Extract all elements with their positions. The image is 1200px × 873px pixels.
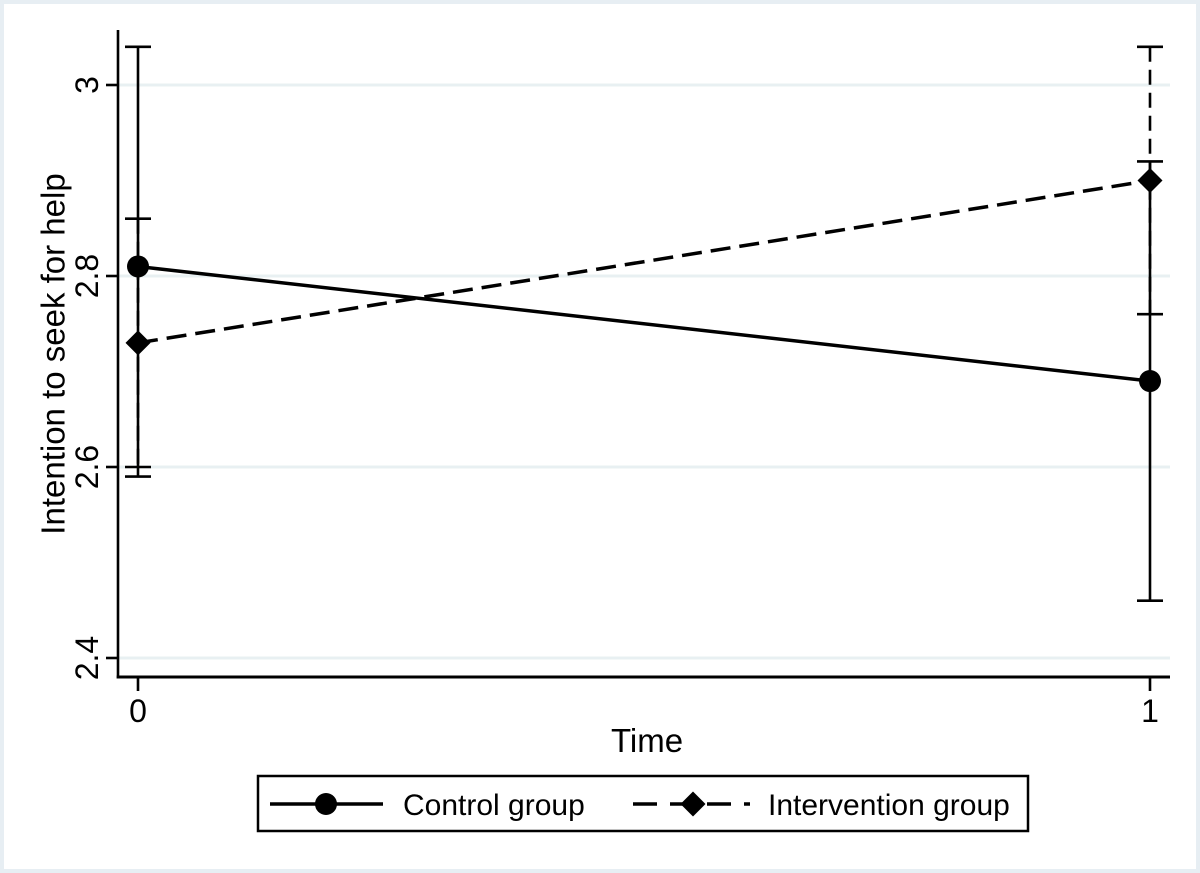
y-tick-label: 3 bbox=[69, 76, 105, 94]
circle-marker-icon bbox=[1139, 370, 1161, 393]
legend: Control group Intervention group bbox=[256, 774, 1030, 833]
x-tick-label: 1 bbox=[1141, 693, 1159, 729]
diamond-marker-icon bbox=[680, 791, 706, 817]
legend-label-intervention: Intervention group bbox=[768, 789, 1010, 822]
y-tick-label: 2.8 bbox=[69, 254, 105, 298]
y-tick-label: 2.6 bbox=[69, 445, 105, 489]
diamond-marker-icon bbox=[1137, 168, 1163, 193]
y-tick-label: 2.4 bbox=[69, 636, 105, 680]
series-line-diamond bbox=[137, 178, 1151, 345]
series-line-circle bbox=[137, 264, 1151, 383]
y-axis-title: Intention to seek for help bbox=[35, 173, 72, 534]
x-tick-label: 0 bbox=[129, 693, 147, 729]
circle-marker-icon bbox=[127, 255, 149, 278]
legend-label-control: Control group bbox=[403, 789, 585, 822]
diamond-marker-icon bbox=[125, 330, 151, 356]
plot-area bbox=[106, 30, 1170, 691]
x-axis-title: Time bbox=[611, 722, 683, 759]
circle-marker-icon bbox=[315, 793, 337, 815]
